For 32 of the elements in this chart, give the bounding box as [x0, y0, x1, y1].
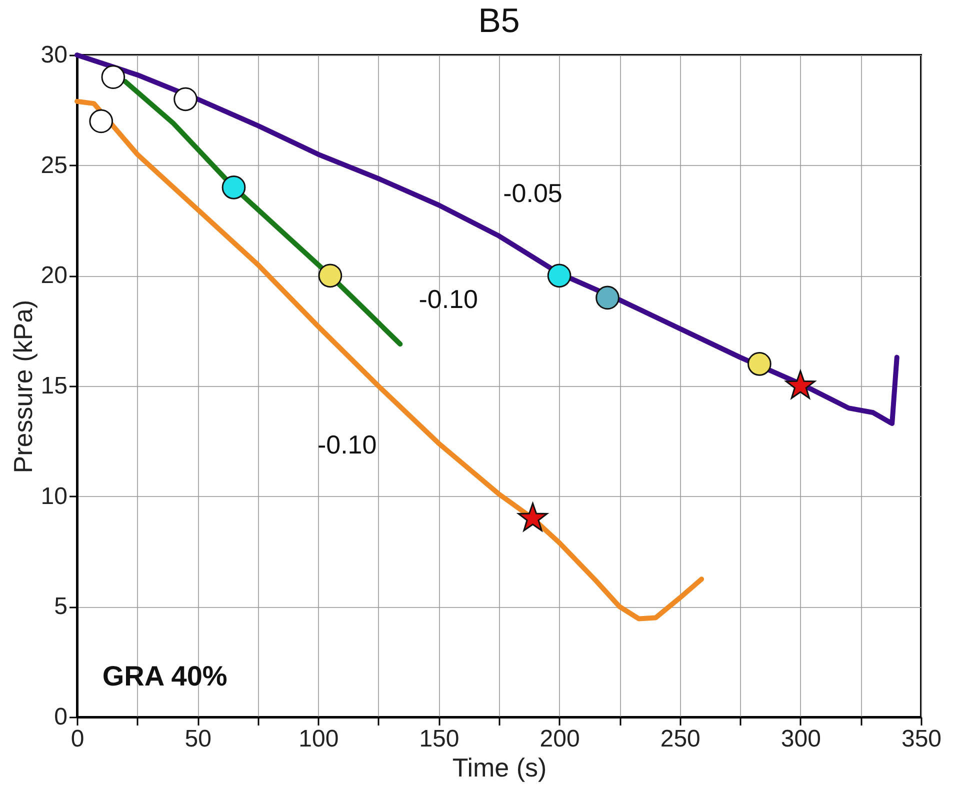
point: [518, 502, 548, 532]
annotation: GRA 40%: [102, 660, 228, 692]
y-tick-label: 30: [40, 42, 68, 68]
y-tick-label: 15: [40, 372, 68, 400]
x-tick-label: 300: [780, 726, 821, 752]
point: [547, 264, 572, 288]
x-tick-label: 200: [540, 726, 580, 752]
point: [174, 87, 198, 112]
y-tick-label: 5: [54, 593, 68, 620]
chart-title: B5: [478, 2, 520, 40]
annotation: -0.10: [418, 284, 478, 314]
x-axis-title: Time (s): [452, 752, 547, 782]
annotation: -0.05: [503, 178, 562, 208]
y-tick-label: 0: [54, 704, 68, 730]
point: [318, 264, 342, 288]
point: [785, 370, 816, 399]
annotation: -0.10: [317, 430, 377, 460]
point: [596, 286, 620, 310]
x-tick-label: 100: [298, 726, 339, 752]
y-tick-label: 25: [40, 152, 68, 179]
y-tick-label: 20: [40, 262, 68, 290]
x-tick-label: 50: [184, 726, 212, 752]
x-tick-label: 250: [660, 726, 700, 752]
point: [222, 175, 246, 200]
point: [748, 352, 772, 376]
x-tick-label: 150: [419, 726, 460, 752]
y-tick-label: 10: [40, 482, 68, 510]
y-axis-title: Pressure (kPa): [8, 300, 38, 474]
point: [101, 65, 126, 89]
x-tick-label: 350: [901, 726, 942, 752]
x-tick-label: 0: [70, 726, 84, 752]
point: [89, 109, 114, 134]
